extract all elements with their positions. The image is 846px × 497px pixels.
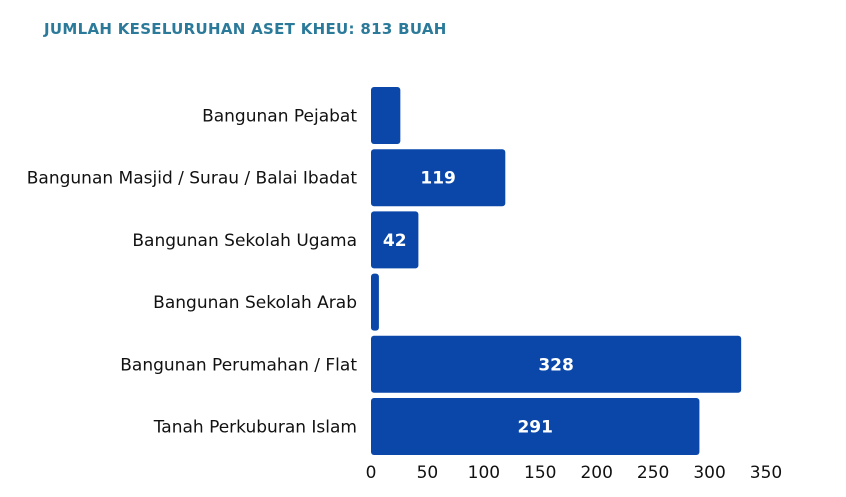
data-label-4: 328	[538, 355, 574, 375]
bar-1	[371, 149, 506, 207]
x-tick-label-4: 200	[580, 463, 612, 483]
chart-title: JUMLAH KESELURUHAN ASET KHEU: 813 BUAH	[44, 20, 447, 38]
bar-5	[371, 398, 700, 455]
x-tick-label-0: 0	[366, 463, 377, 483]
x-tick-label-5: 250	[637, 463, 669, 483]
bar-4	[371, 335, 742, 393]
data-label-5: 291	[517, 418, 553, 438]
bar-2	[371, 211, 419, 269]
data-label-1: 119	[420, 169, 456, 189]
category-label-1: Bangunan Masjid / Surau / Balai Ibadat	[27, 169, 358, 189]
data-label-2: 42	[383, 231, 407, 251]
x-tick-label-2: 100	[468, 463, 500, 483]
category-label-0: Bangunan Pejabat	[202, 107, 357, 127]
category-label-4: Bangunan Perumahan / Flat	[120, 355, 357, 375]
x-tick-label-7: 350	[750, 463, 782, 483]
x-tick-label-3: 150	[524, 463, 556, 483]
bar-0	[371, 87, 401, 144]
bar-3	[371, 273, 379, 331]
x-tick-label-1: 50	[417, 463, 439, 483]
x-tick-label-6: 300	[693, 463, 725, 483]
category-label-5: Tanah Perkuburan Islam	[153, 418, 357, 438]
category-label-3: Bangunan Sekolah Arab	[153, 293, 357, 313]
category-label-2: Bangunan Sekolah Ugama	[132, 231, 357, 251]
